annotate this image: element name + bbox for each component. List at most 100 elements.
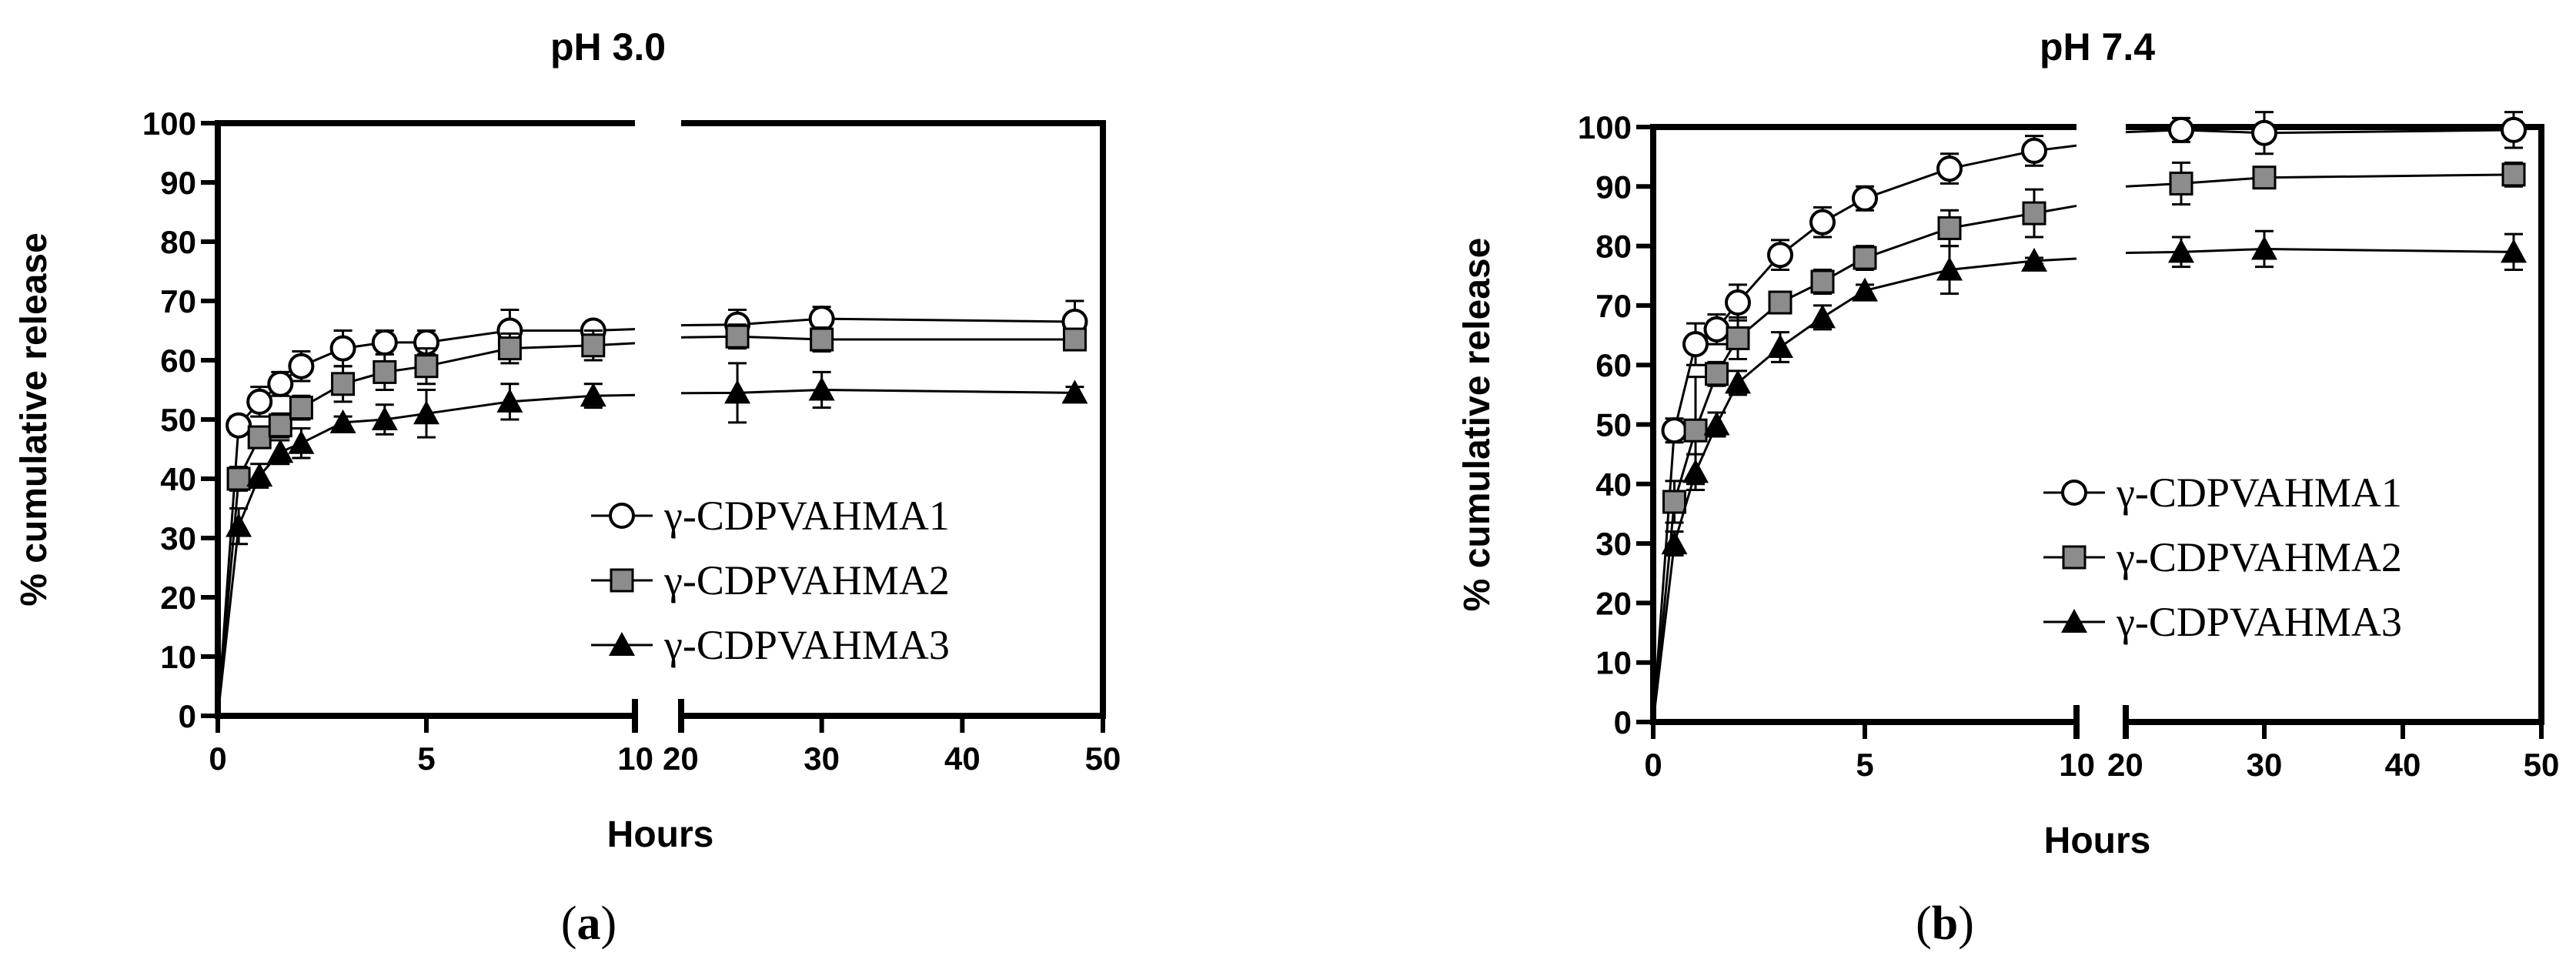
data-point — [1682, 331, 1709, 358]
data-point — [267, 370, 294, 397]
y-tick-label: 30 — [160, 520, 196, 557]
legend-marker — [609, 503, 635, 529]
data-point — [371, 406, 398, 430]
x-tick-label: 10 — [2059, 747, 2095, 783]
data-point — [288, 353, 315, 379]
data-point — [1809, 304, 1836, 329]
legend: γ-CDPVAHMA1 γ-CDPVAHMA2 γ-CDPVAHMA3 — [2043, 470, 2402, 645]
legend-label: γ-CDPVAHMA2 — [2116, 534, 2402, 580]
y-tick-label: 20 — [1595, 585, 1632, 621]
data-point — [2251, 119, 2277, 146]
data-point — [247, 425, 272, 450]
x-tick-label: 30 — [2247, 747, 2283, 783]
series-3 — [216, 362, 1088, 717]
data-point — [1662, 490, 1686, 514]
data-point — [810, 327, 834, 352]
panel-label: (a) — [561, 897, 616, 950]
data-point — [1768, 290, 1793, 315]
data-point — [725, 324, 750, 349]
data-point — [1852, 185, 1878, 212]
data-point — [1936, 256, 1963, 281]
y-tick-label: 80 — [1595, 229, 1632, 265]
x-tick-label: 0 — [1644, 747, 1662, 783]
data-point — [1682, 459, 1709, 483]
x-axis-label: Hours — [607, 814, 714, 855]
data-point — [289, 396, 313, 420]
chart-panel-b: pH 7.4 0 10 20 30 40 50 60 70 80 90 100 0 5 10 20 30 40 50… — [1457, 25, 2559, 950]
data-point — [2022, 201, 2046, 226]
x-tick-label: 40 — [944, 740, 981, 777]
data-point — [1703, 316, 1730, 343]
data-point — [2021, 247, 2047, 272]
series-1 — [216, 299, 1088, 717]
data-point — [1767, 242, 1793, 269]
chart-title: pH 7.4 — [2040, 25, 2155, 69]
data-point — [329, 409, 356, 433]
series-line-right — [680, 317, 1075, 327]
panel-label: (b) — [1916, 897, 1974, 950]
x-tick-label: 30 — [804, 740, 840, 777]
legend-marker — [2061, 480, 2087, 506]
data-point — [414, 354, 439, 379]
data-point — [226, 412, 252, 439]
data-point — [1703, 411, 1730, 436]
chart-title: pH 3.0 — [550, 25, 666, 69]
legend-label: γ-CDPVAHMA3 — [663, 622, 950, 668]
data-point — [2021, 137, 2047, 164]
data-point — [1705, 362, 1729, 386]
legend-label: γ-CDPVAHMA1 — [2116, 470, 2402, 516]
series-3 — [1652, 229, 2527, 723]
data-point — [413, 400, 439, 425]
y-tick-label: 0 — [1614, 704, 1632, 740]
y-tick-label: 10 — [1595, 645, 1632, 681]
data-point — [1809, 209, 1836, 236]
x-tick-label: 5 — [1856, 747, 1873, 783]
series-line-right — [2125, 173, 2514, 188]
data-point — [268, 413, 292, 438]
data-point — [246, 463, 273, 487]
data-point — [2169, 171, 2193, 196]
data-point — [246, 388, 273, 415]
y-tick-label: 70 — [1595, 288, 1632, 324]
x-tick-label: 10 — [617, 740, 653, 777]
y-tick-label: 100 — [142, 105, 196, 142]
y-tick-label: 50 — [160, 402, 196, 438]
y-tick-label: 80 — [160, 224, 196, 260]
chart-panel-a: pH 3.0 0 10 20 30 40 50 60 70 80 90 100 0 5 10 20 30 40 50… — [14, 25, 1121, 950]
legend-label: γ-CDPVAHMA3 — [2116, 599, 2402, 645]
data-point — [2168, 239, 2194, 263]
data-point — [1937, 216, 1962, 240]
legend-label: γ-CDPVAHMA1 — [663, 493, 950, 539]
y-tick-label: 0 — [179, 698, 196, 734]
data-point — [580, 383, 606, 407]
legend-marker — [610, 568, 634, 593]
data-point — [1725, 369, 1751, 394]
data-point — [1683, 418, 1708, 443]
x-tick-label: 20 — [2107, 747, 2143, 783]
data-point — [373, 359, 397, 384]
data-point — [226, 513, 252, 537]
y-tick-label: 70 — [160, 283, 196, 319]
y-tick-label: 90 — [160, 165, 196, 201]
legend-marker — [2062, 545, 2087, 570]
data-point — [331, 372, 356, 396]
y-tick-label: 100 — [1578, 109, 1632, 145]
data-point — [1810, 269, 1835, 294]
x-tick-label: 40 — [2385, 747, 2421, 783]
y-tick-label: 10 — [160, 639, 196, 675]
data-point — [1661, 530, 1688, 555]
y-tick-label: 40 — [1595, 466, 1632, 503]
data-point — [1936, 155, 1963, 182]
data-point — [2501, 239, 2527, 263]
series-2 — [216, 323, 1087, 717]
data-point — [288, 430, 315, 454]
data-point — [2252, 165, 2277, 190]
data-point — [226, 466, 251, 491]
y-tick-label: 20 — [160, 580, 196, 616]
data-point — [1767, 334, 1793, 359]
series-line-right — [2125, 129, 2514, 135]
data-point — [581, 333, 606, 358]
data-point — [496, 388, 523, 413]
data-point — [808, 376, 835, 401]
